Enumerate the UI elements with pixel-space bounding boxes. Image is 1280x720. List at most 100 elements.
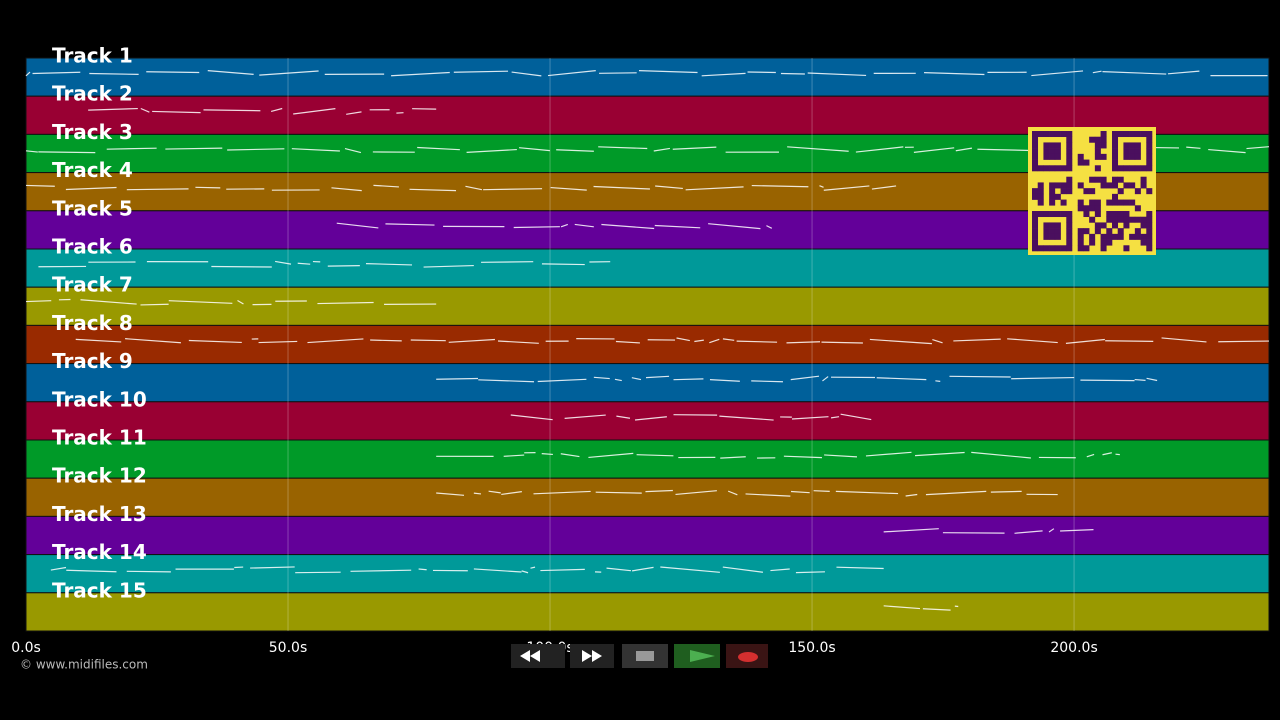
note [709,379,740,382]
note [25,184,55,187]
qr-module [1037,131,1044,138]
qr-module [1112,131,1119,138]
qr-module [1032,211,1039,218]
track-label: Track 11 [52,426,147,450]
qr-module [1117,211,1124,218]
qr-module [1100,136,1107,143]
note [519,147,550,152]
qr-module [1146,159,1153,166]
note [550,186,587,191]
qr-module [1123,211,1130,218]
note [574,223,594,228]
note [481,261,534,263]
note [541,453,553,456]
qr-module [1049,148,1056,155]
qr-module [1123,148,1130,155]
track-band [25,477,1270,517]
qr-module [1112,199,1119,206]
note [645,375,670,379]
qr-module [1123,131,1130,138]
note [541,263,585,266]
note [188,339,242,344]
qr-module [1083,188,1090,195]
note [521,570,529,574]
note [883,528,939,533]
qr-module [1112,136,1119,143]
note [685,186,744,191]
qr-module [1060,182,1067,189]
note [840,413,872,421]
note [616,415,631,419]
qr-module [1066,153,1073,160]
note [915,451,965,457]
note [1161,337,1207,343]
note [783,455,822,459]
qr-module [1117,233,1124,240]
qr-module [1100,176,1107,183]
note [766,225,773,229]
note [708,223,761,230]
qr-module [1106,216,1113,223]
qr-module [1129,199,1136,206]
note [653,147,671,152]
note [207,70,254,75]
qr-module [1083,205,1090,212]
qr-module [1049,153,1056,160]
track-label: Track 4 [52,158,133,182]
note [513,226,560,229]
note [1102,452,1112,456]
qr-module [1123,142,1130,149]
note [1246,146,1270,150]
qr-module [1100,245,1107,252]
track-band [25,363,1270,403]
note [537,378,587,383]
qr-module [1129,131,1136,138]
qr-module [1123,153,1130,160]
qr-module [1146,216,1153,223]
note [736,340,778,343]
rewind-icon [520,650,540,662]
note [913,147,955,153]
qr-module [1146,188,1153,195]
note [275,260,292,265]
qr-module [1077,159,1084,166]
qr-module [1037,193,1044,200]
qr-module [1106,182,1113,189]
note [510,414,553,421]
note [344,147,362,154]
note [146,71,200,74]
qr-module [1100,222,1107,229]
note [953,338,1001,342]
qr-module [1123,222,1130,229]
note [168,300,233,304]
note [638,70,698,74]
note [530,566,536,569]
qr-module [1106,199,1113,206]
note [560,223,568,228]
note [595,491,642,494]
note [564,414,606,420]
qr-module [1134,205,1141,212]
note [270,107,283,112]
note [745,493,791,497]
note [593,376,610,380]
qr-module [1094,153,1101,160]
track-label: Track 13 [52,502,147,526]
note [673,378,704,381]
qr-module [1054,182,1061,189]
qr-module [1146,153,1153,160]
note [719,415,774,421]
qr-module [1066,148,1073,155]
qr-module [1077,239,1084,246]
qr-module [1094,165,1101,172]
qr-module [1100,131,1107,138]
note [227,148,285,151]
qr-module [1066,222,1073,229]
track-label: Track 10 [52,387,147,411]
qr-module [1032,136,1039,143]
note [614,378,622,382]
qr-module [1083,245,1090,252]
qr-module [1043,233,1050,240]
qr-module [1112,153,1119,160]
qr-module [1049,188,1056,195]
